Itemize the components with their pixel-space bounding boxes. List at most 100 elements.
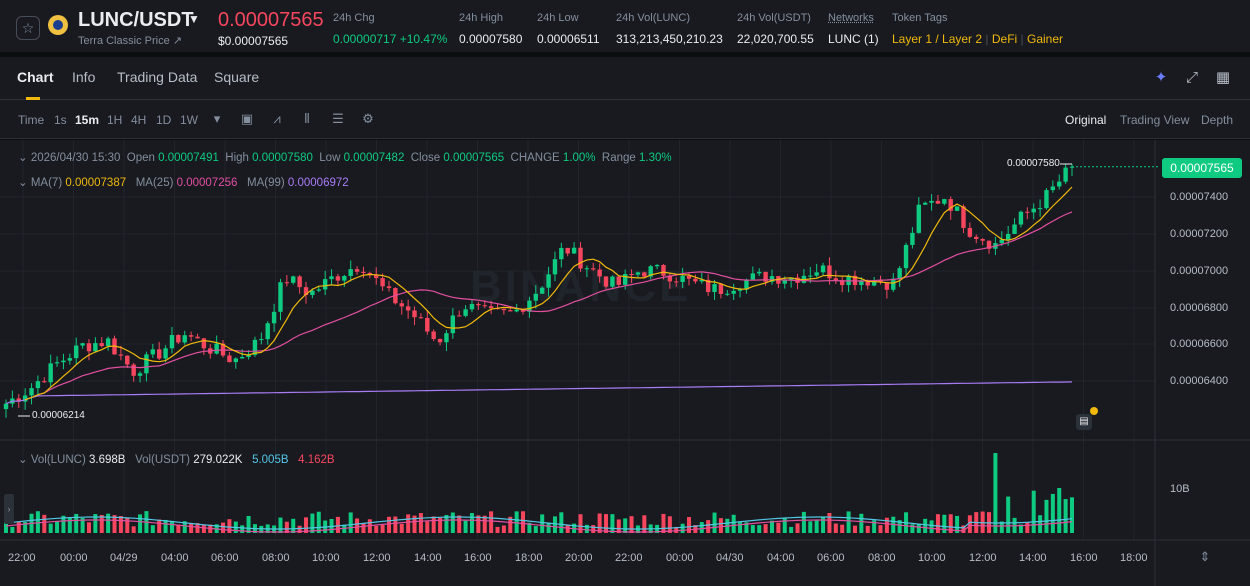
candle-body [93,343,98,352]
panel-expand-handle[interactable]: › [4,494,14,524]
candle-body [744,279,749,290]
collapse-chevron-icon[interactable]: ⌄ [18,152,31,164]
timeframe-1s[interactable]: 1s [54,113,67,127]
candle-type-icon[interactable]: ⫴ [304,111,310,126]
fullscreen-icon[interactable]: ⤢ [1185,69,1198,86]
collapse-chevron-icon[interactable]: ⌄ [18,177,31,189]
volume-bar [361,523,366,533]
pair-dropdown-caret-icon[interactable]: ▼ [188,12,200,26]
candle-body [386,286,392,289]
y-tick-label: 0.00007400 [1170,191,1229,203]
token-tag[interactable]: DeFi [991,32,1018,46]
x-tick-label: 00:00 [60,552,88,564]
pair-name[interactable]: LUNC/USDT [78,9,194,31]
timeframe-1d[interactable]: 1D [156,113,172,127]
candlestick-chart[interactable] [0,140,1250,586]
pair-subtitle-link[interactable]: Terra Classic Price ↗ [78,35,182,47]
y-tick-label: 0.00006400 [1170,375,1229,387]
collapse-chevron-icon[interactable]: ⌄ [18,454,31,466]
timeframe-1w[interactable]: 1W [180,113,198,127]
volume-bar [393,516,398,533]
tab-square[interactable]: Square [214,69,260,85]
timeframe-1h[interactable]: 1H [107,113,123,127]
ma99-value: 0.00006972 [287,177,349,189]
x-tick-label: 14:00 [1019,552,1047,564]
token-tag[interactable]: Layer 1 / Layer 2 [892,32,983,46]
timeframe-15m[interactable]: 15m [75,113,100,127]
candle-body [176,335,181,343]
tab-info[interactable]: Info [72,69,96,85]
volume-bar [380,525,385,533]
candle-body [105,338,111,347]
candle-body [674,281,679,283]
view-depth[interactable]: Depth [1201,113,1234,127]
timeframe-time[interactable]: Time [18,113,45,127]
axis-scale-handle-icon[interactable]: ⇕ [1199,549,1211,564]
volume-bar [1070,497,1074,533]
candle-body [99,343,104,347]
view-trading-view[interactable]: Trading View [1120,113,1190,127]
volume-bar [374,525,379,533]
change-label: CHANGE [510,152,560,164]
y-tick-label: 0.00007200 [1170,228,1229,240]
tab-trading-data[interactable]: Trading Data [117,69,198,85]
volume-bar [118,516,123,533]
y-tick-label: 0.00007000 [1170,265,1229,277]
volume-bar [221,522,226,533]
ai-sparkle-icon[interactable]: ✦ [1154,69,1168,86]
volume-bar [489,511,494,533]
calendar-icon[interactable]: ▣ [240,111,254,126]
candle-body [693,278,698,282]
stat-24h-high: 24h High 0.00007580 [459,12,522,46]
favorite-star-icon[interactable]: ☆ [16,16,40,40]
volume-bar [795,523,800,533]
candle-body [833,278,839,281]
notification-icon[interactable]: ▤ [1076,414,1092,430]
x-tick-label: 08:00 [262,552,290,564]
volume-bar [182,521,187,533]
layout-grid-icon[interactable]: ▦ [1215,69,1231,86]
x-tick-label: 14:00 [414,552,442,564]
gear-icon[interactable]: ⚙ [362,111,374,126]
candle-body [827,265,832,279]
stat-networks[interactable]: Networks LUNC (1) [828,12,879,46]
indicator-icon[interactable]: ⩘ [273,111,281,126]
volume-bar [750,525,755,533]
candle-body [629,274,634,276]
low-value: 0.00007482 [343,152,405,164]
tab-chart[interactable]: Chart [17,69,54,85]
candle-body [227,355,232,363]
settings-list-icon[interactable]: ☰ [332,111,344,126]
candle-body [335,276,341,281]
view-original[interactable]: Original [1065,113,1107,127]
candle-body [437,338,443,343]
candle-body [80,343,85,346]
candle-body [29,388,34,396]
candle-body [782,280,787,284]
volume-bar [227,519,232,533]
candle-body [367,272,373,275]
candle-body [144,354,149,374]
token-tag[interactable]: Gainer [1027,32,1064,46]
volume-bar [1044,499,1049,533]
volume-bar [552,516,557,533]
candle-body [150,349,156,355]
candle-body [137,373,143,376]
candle-body [871,280,877,286]
candle-body [425,317,430,332]
candle-body [444,333,449,343]
volume-bar [399,523,404,533]
volume-bar [674,526,679,533]
candle-body [118,354,124,356]
timeframe-more-chevron-icon[interactable]: ▾ [213,111,221,126]
range-label: Range [601,152,636,164]
candle-body [201,338,207,349]
current-price-badge: 0.00007565 [1162,158,1242,178]
volume-bar [278,517,283,533]
volume-bar [687,517,692,533]
candle-body [712,284,717,293]
timeframe-4h[interactable]: 4H [131,113,147,127]
candle-body [131,364,136,376]
candle-body [488,306,494,309]
chart-panel[interactable] [0,140,1250,586]
